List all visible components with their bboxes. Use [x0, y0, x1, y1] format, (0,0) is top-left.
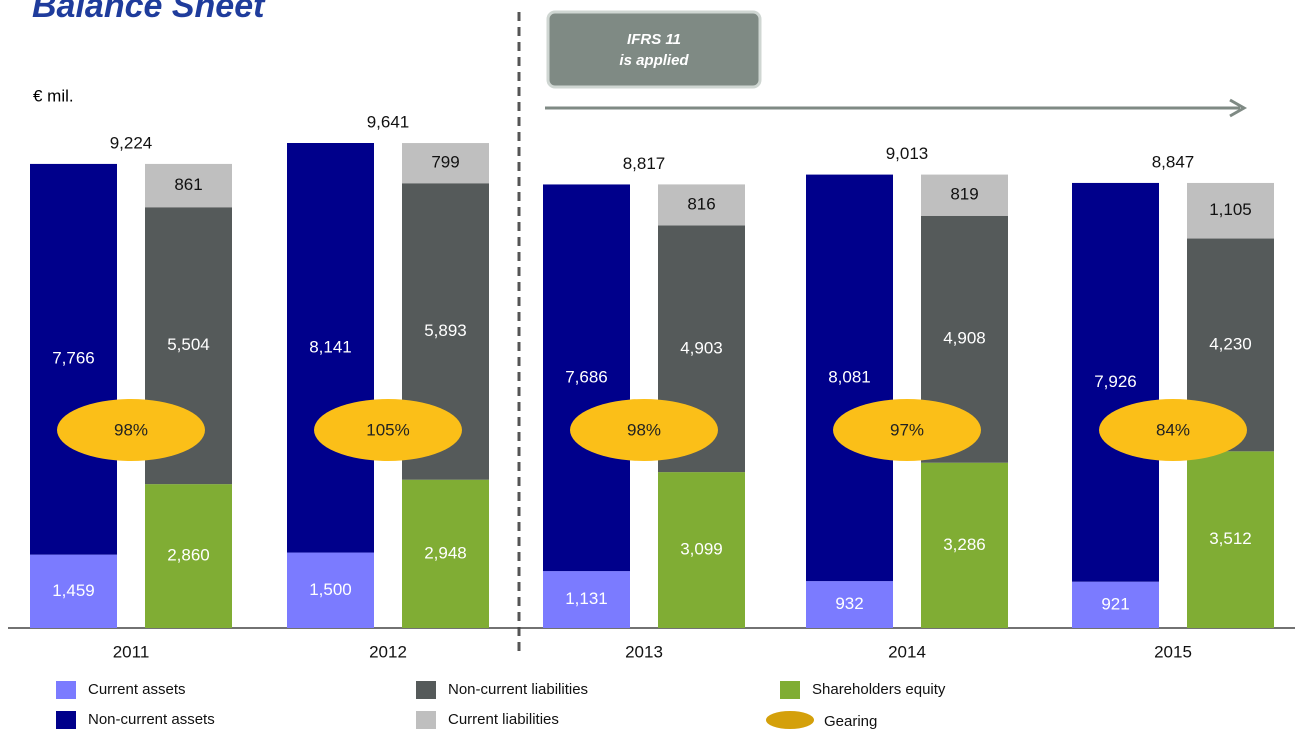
value-label: 8,081 — [828, 367, 871, 386]
value-label: 8,141 — [309, 337, 352, 356]
gearing-label: 97% — [890, 420, 924, 439]
legend-swatch — [780, 681, 800, 699]
gearing-marker — [314, 399, 462, 461]
value-label: 799 — [431, 153, 459, 172]
value-label: 5,504 — [167, 335, 210, 354]
value-label: 816 — [687, 194, 715, 213]
bar-segment — [402, 143, 489, 184]
total-label: 8,817 — [623, 154, 666, 173]
gearing-marker — [57, 399, 205, 461]
legend-label: Non-current liabilities — [448, 681, 588, 698]
x-tick-label: 2014 — [888, 642, 926, 661]
gearing-label: 105% — [366, 420, 409, 439]
value-label: 921 — [1101, 594, 1129, 613]
value-label: 1,105 — [1209, 200, 1252, 219]
legend-label: Non-current assets — [88, 711, 215, 728]
bar-segment — [658, 472, 745, 628]
value-label: 1,500 — [309, 580, 352, 599]
bar-segment — [543, 184, 630, 572]
bar-segment — [287, 143, 374, 553]
bar-segment — [806, 174, 893, 582]
value-label: 4,903 — [680, 338, 723, 357]
bar-segment — [30, 554, 117, 628]
arrow-head — [1229, 98, 1248, 118]
value-label: 7,686 — [565, 367, 608, 386]
bar-segment — [921, 174, 1008, 216]
legend-label: Shareholders equity — [812, 681, 946, 698]
bar-segment — [658, 184, 745, 226]
value-label: 861 — [174, 175, 202, 194]
legend-swatch — [56, 711, 76, 729]
x-tick-label: 2013 — [625, 642, 663, 661]
unit-label: € mil. — [33, 86, 74, 105]
value-label: 4,230 — [1209, 334, 1252, 353]
x-tick-label: 2011 — [113, 642, 150, 661]
value-label: 3,286 — [943, 535, 986, 554]
bar-segment — [1187, 451, 1274, 628]
bar-segment — [921, 462, 1008, 628]
bar-segment — [806, 581, 893, 628]
bar-segment — [145, 484, 232, 628]
value-label: 2,948 — [424, 543, 467, 562]
chart-title: Balance Sheet — [32, 0, 266, 25]
value-label: 819 — [950, 185, 978, 204]
legend-label: Current assets — [88, 681, 186, 698]
value-label: 5,893 — [424, 321, 467, 340]
legend-swatch — [56, 681, 76, 699]
gearing-label: 84% — [1156, 420, 1190, 439]
value-label: 2,860 — [167, 546, 210, 565]
total-label: 8,847 — [1152, 152, 1195, 171]
gearing-marker — [833, 399, 981, 461]
annotation-text: is applied — [619, 52, 689, 69]
bar-segment — [145, 163, 232, 208]
gearing-marker — [570, 399, 718, 461]
legend-swatch — [416, 711, 436, 729]
gearing-label: 98% — [114, 420, 148, 439]
value-label: 4,908 — [943, 329, 986, 348]
bar-segment — [543, 571, 630, 628]
value-label: 1,131 — [565, 589, 608, 608]
legend-label: Gearing — [824, 713, 877, 730]
value-label: 3,099 — [680, 540, 723, 559]
gearing-label: 98% — [627, 420, 661, 439]
total-label: 9,224 — [110, 133, 153, 152]
gearing-marker — [1099, 399, 1247, 461]
x-tick-label: 2012 — [369, 642, 407, 661]
value-label: 1,459 — [52, 581, 95, 600]
legend-label: Current liabilities — [448, 711, 559, 728]
bar-segment — [1072, 581, 1159, 628]
bar-segment — [1187, 182, 1274, 239]
value-label: 3,512 — [1209, 529, 1252, 548]
bar-segment — [1072, 182, 1159, 582]
total-label: 9,013 — [886, 144, 929, 163]
annotation-box — [546, 10, 762, 89]
value-label: 7,766 — [52, 349, 95, 368]
value-label: 7,926 — [1094, 372, 1137, 391]
x-tick-label: 2015 — [1154, 642, 1192, 661]
annotation-text: IFRS 11 — [627, 31, 681, 48]
value-label: 932 — [835, 594, 863, 613]
bar-segment — [402, 479, 489, 628]
legend-swatch — [766, 711, 814, 729]
legend-swatch — [416, 681, 436, 699]
total-label: 9,641 — [367, 112, 410, 131]
bar-segment — [30, 163, 117, 555]
bar-segment — [287, 552, 374, 628]
